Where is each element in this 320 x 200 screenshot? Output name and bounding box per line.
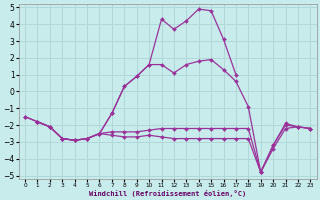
X-axis label: Windchill (Refroidissement éolien,°C): Windchill (Refroidissement éolien,°C) xyxy=(89,190,246,197)
